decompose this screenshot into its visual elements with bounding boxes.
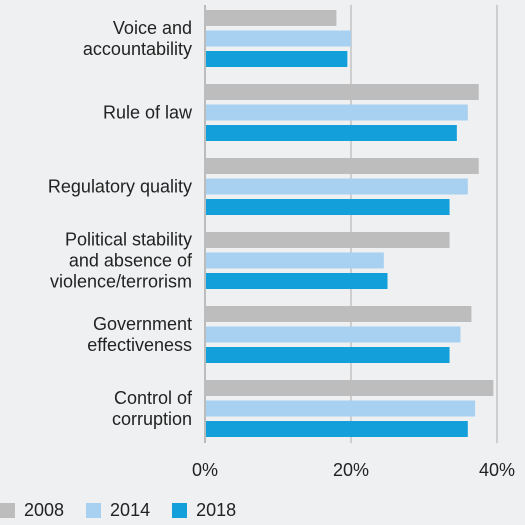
bar-2014 [206,400,476,417]
legend-item: 2018 [172,500,236,521]
bar-2018 [206,125,457,141]
bar-2018 [206,421,468,437]
category-label: Rule of law [103,103,193,123]
bar-2008 [206,232,450,248]
bar-2018 [206,347,450,363]
category-label: Political stability [65,230,192,250]
bar-2018 [206,273,388,289]
bar-2008 [206,306,472,322]
category-label: Voice and [113,18,192,38]
bar-2008 [206,84,479,100]
legend-item: 2008 [0,500,64,521]
bar-2014 [206,252,384,269]
bar-2008 [206,380,494,396]
bar-2018 [206,51,348,67]
bar-2018 [206,199,450,215]
bar-2008 [206,158,479,174]
category-label: and absence of [69,251,193,271]
bar-2014 [206,104,468,121]
legend-swatch [172,503,188,518]
legend-swatch [86,503,102,518]
legend-label: 2014 [110,500,151,520]
legend-swatch [0,503,15,518]
bar-2014 [206,178,468,195]
bar-2008 [206,10,337,26]
x-tick-label: 40% [479,460,515,480]
bar-2014 [206,30,351,47]
category-label: violence/terrorism [50,272,192,292]
legend-label: 2018 [196,500,237,520]
category-label: Government [93,314,192,334]
legend: 2008 2014 2018 [0,500,258,521]
x-tick-label: 0% [192,460,218,480]
bar-2014 [206,326,461,343]
category-label: Control of [114,388,193,408]
legend-item: 2014 [86,500,150,521]
category-label: Regulatory quality [48,177,192,197]
x-tick-label: 20% [333,460,369,480]
category-label: effectiveness [87,335,192,355]
legend-label: 2008 [24,500,65,520]
category-label: corruption [112,409,192,429]
category-label: accountability [83,39,192,59]
